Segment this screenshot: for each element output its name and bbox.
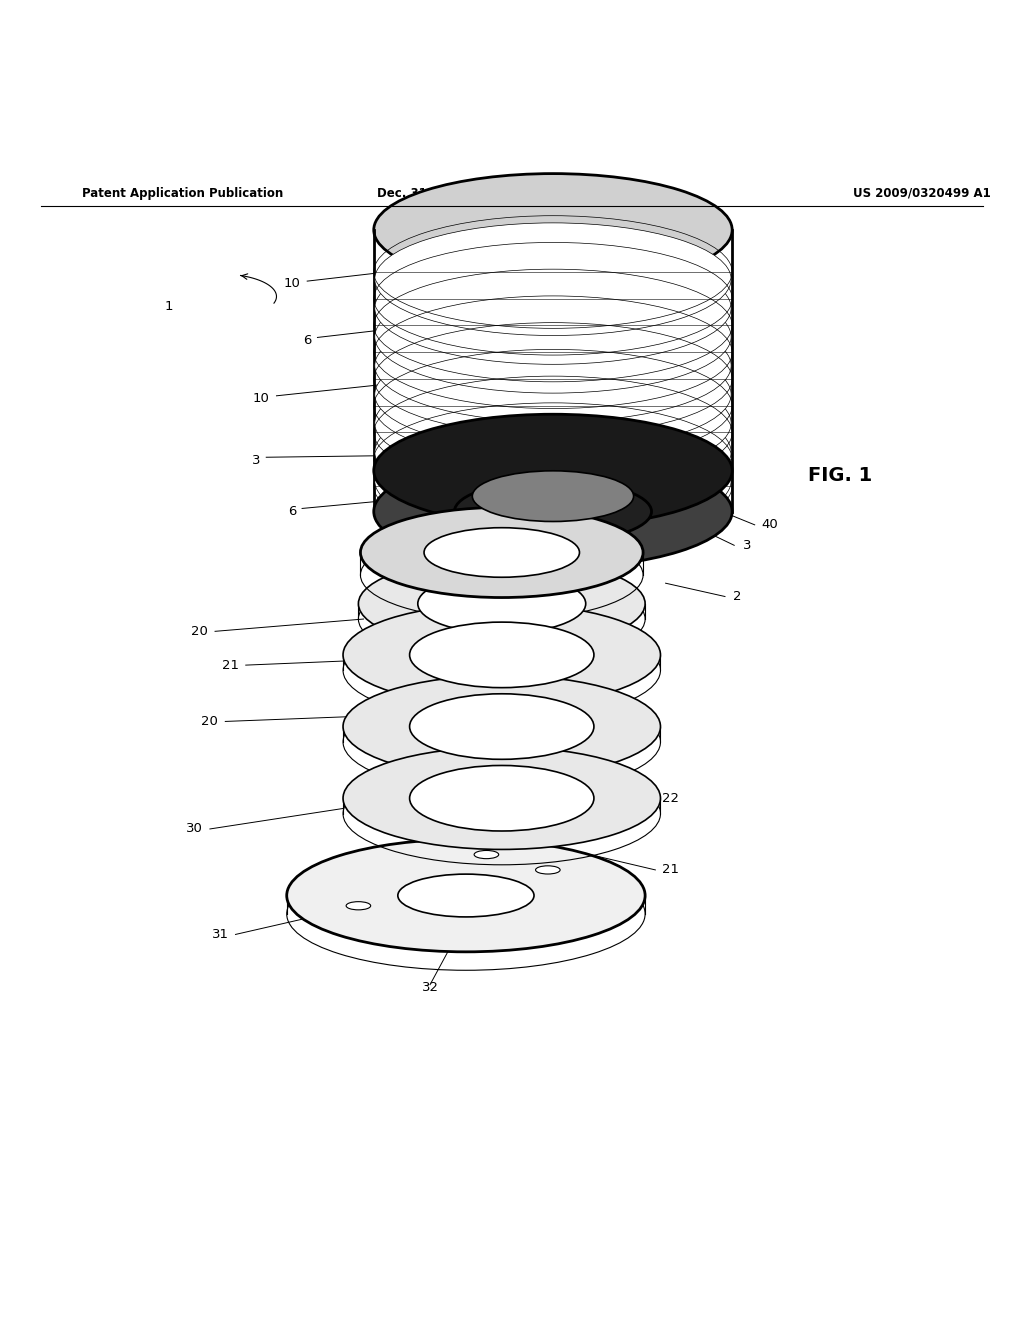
Ellipse shape (375, 252, 731, 364)
Ellipse shape (455, 480, 651, 543)
Text: 10: 10 (284, 277, 300, 289)
Text: 20: 20 (191, 624, 208, 638)
Text: Patent Application Publication: Patent Application Publication (82, 186, 284, 199)
Ellipse shape (343, 747, 660, 850)
Ellipse shape (360, 507, 643, 598)
Text: 40: 40 (762, 519, 778, 532)
Text: 6: 6 (288, 506, 296, 517)
Ellipse shape (424, 528, 580, 577)
Ellipse shape (410, 766, 594, 832)
Text: 1: 1 (165, 300, 173, 313)
Text: 6: 6 (303, 334, 311, 347)
Ellipse shape (374, 174, 732, 286)
Ellipse shape (375, 223, 731, 335)
Ellipse shape (375, 425, 731, 537)
Text: 3: 3 (252, 454, 260, 467)
Text: 21: 21 (663, 863, 679, 876)
Ellipse shape (375, 280, 731, 393)
Ellipse shape (536, 866, 560, 874)
Ellipse shape (346, 902, 371, 909)
Ellipse shape (343, 676, 660, 777)
Text: US 2009/0320499 A1: US 2009/0320499 A1 (853, 186, 990, 199)
Ellipse shape (358, 557, 645, 649)
Ellipse shape (410, 622, 594, 688)
Text: 30: 30 (186, 822, 203, 836)
Ellipse shape (375, 309, 731, 422)
Ellipse shape (374, 455, 732, 568)
Text: 32: 32 (422, 981, 438, 994)
Ellipse shape (287, 840, 645, 952)
Text: 3: 3 (743, 539, 752, 552)
Ellipse shape (418, 574, 586, 634)
Text: 20: 20 (202, 715, 218, 727)
Ellipse shape (375, 338, 731, 450)
Text: 2: 2 (733, 590, 741, 603)
Text: 21: 21 (222, 659, 239, 672)
Text: Dec. 31, 2009  Sheet 1 of 12: Dec. 31, 2009 Sheet 1 of 12 (377, 186, 565, 199)
Text: 10: 10 (253, 392, 269, 405)
Ellipse shape (375, 367, 731, 479)
Ellipse shape (474, 850, 499, 858)
Text: 31: 31 (212, 928, 228, 941)
Ellipse shape (374, 414, 732, 527)
Ellipse shape (343, 603, 660, 706)
Ellipse shape (410, 694, 594, 759)
Text: 22: 22 (663, 792, 679, 805)
Text: FIG. 1: FIG. 1 (808, 466, 871, 486)
Ellipse shape (472, 471, 634, 521)
Ellipse shape (397, 874, 535, 917)
Ellipse shape (375, 396, 731, 508)
